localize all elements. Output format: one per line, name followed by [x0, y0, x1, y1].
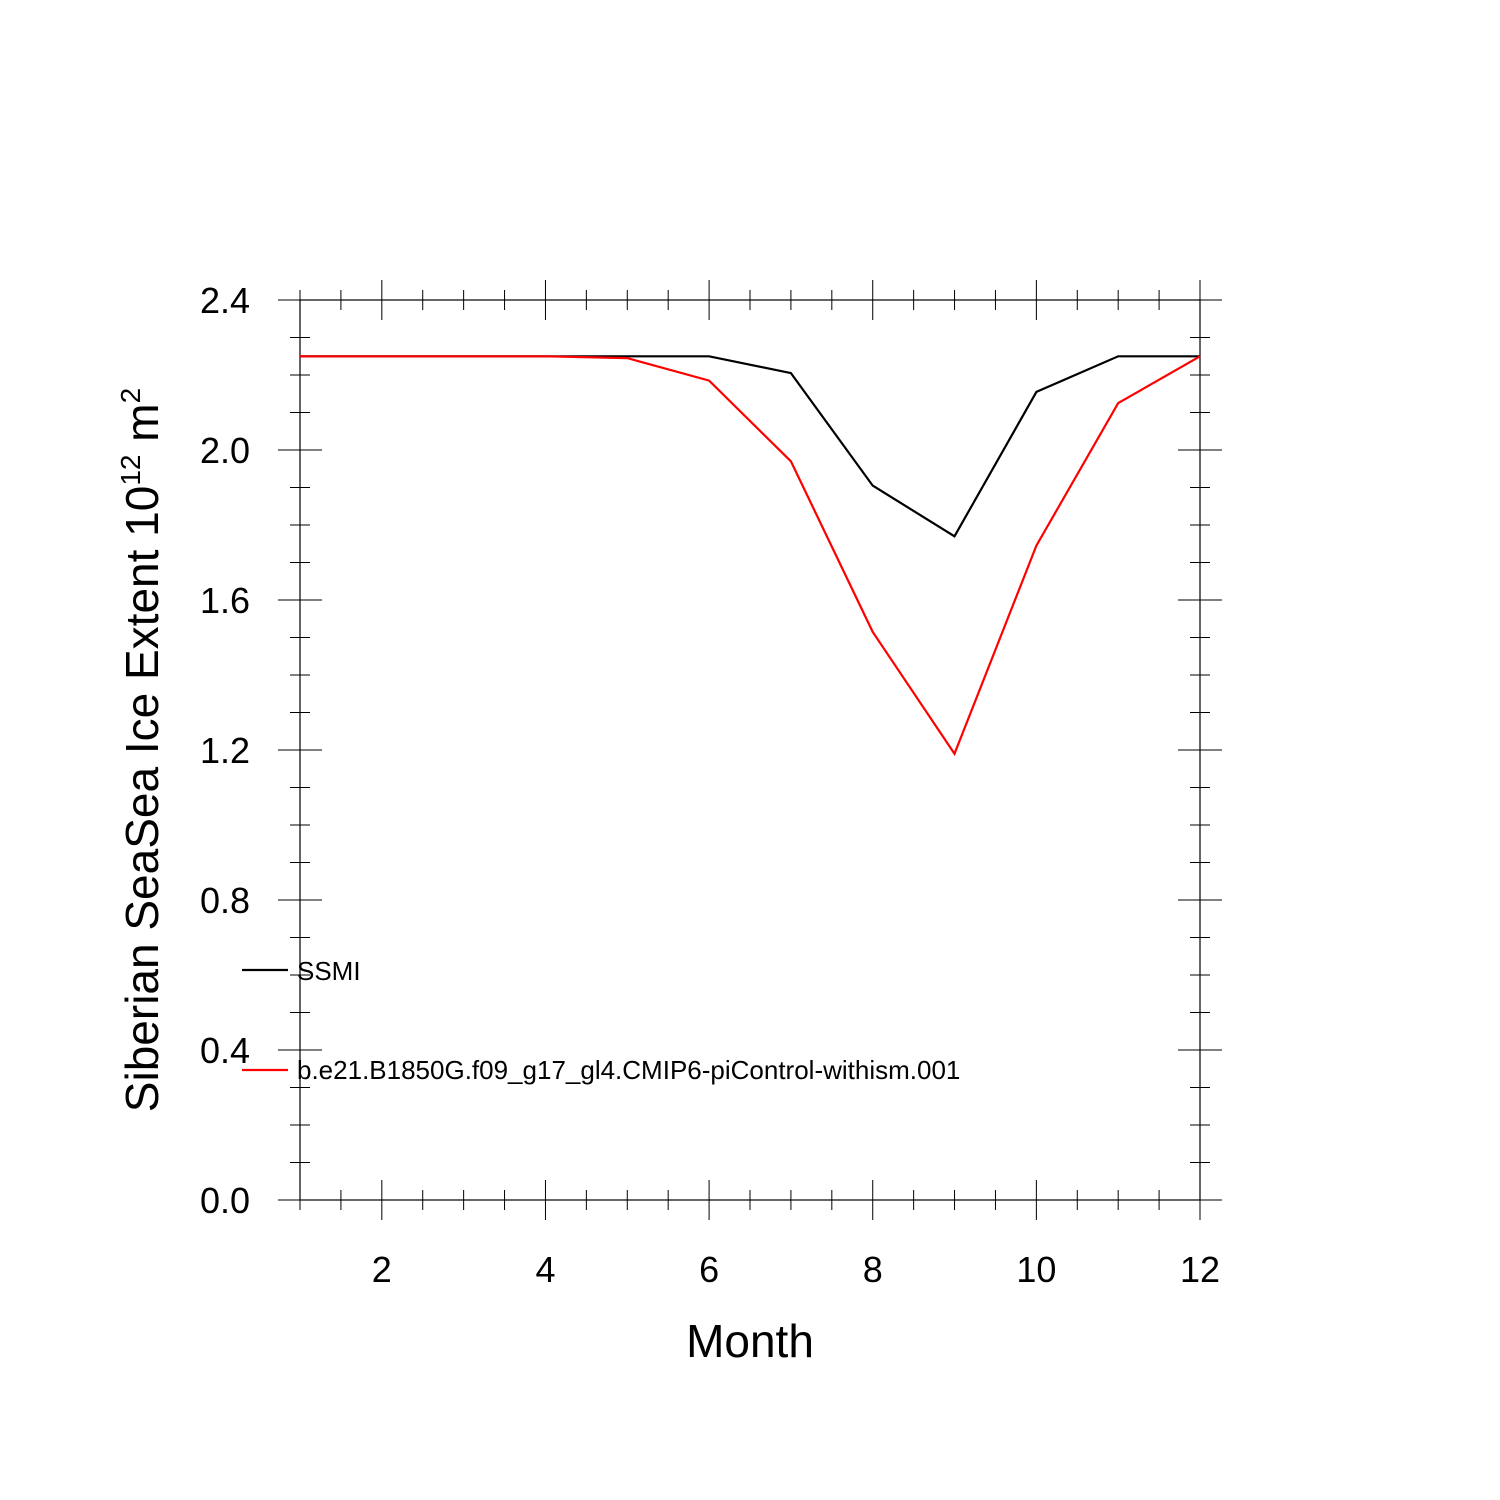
y-axis-title-main: Siberian SeaSea Ice Extent 10	[116, 486, 168, 1113]
y-tick-label: 0.8	[200, 880, 250, 921]
y-axis-title: Siberian SeaSea Ice Extent 1012 m2	[115, 388, 168, 1112]
x-tick-label: 4	[535, 1249, 555, 1290]
y-tick-label: 0.4	[200, 1030, 250, 1071]
x-tick-label: 10	[1016, 1249, 1056, 1290]
x-tick-label: 2	[372, 1249, 392, 1290]
x-axis-title: Month	[686, 1315, 814, 1367]
series-lines	[300, 355, 1201, 757]
legend-label-ssmi: SSMI	[297, 956, 361, 986]
y-tick-label: 0.0	[200, 1180, 250, 1221]
y-tick-label: 1.6	[200, 580, 250, 621]
y-axis-title-unit-exponent: 2	[115, 388, 146, 404]
x-tick-label: 8	[863, 1249, 883, 1290]
x-tick-label: 12	[1180, 1249, 1220, 1290]
legend-label-model: b.e21.B1850G.f09_g17_gl4.CMIP6-piControl…	[297, 1055, 960, 1085]
series-line-model	[300, 355, 1201, 757]
y-tick-label: 2.0	[200, 430, 250, 471]
legend: SSMI b.e21.B1850G.f09_g17_gl4.CMIP6-piCo…	[242, 956, 960, 1085]
x-tick-label: 6	[699, 1249, 719, 1290]
series-line-ssmi	[300, 355, 1200, 538]
tick-labels: 2 4 6 8 10 12 0.0 0.4 0.8 1.2 1.6 2.0 2.4	[200, 280, 1220, 1290]
y-tick-label: 1.2	[200, 730, 250, 771]
y-axis-title-exponent: 12	[115, 455, 146, 486]
y-tick-label: 2.4	[200, 280, 250, 321]
y-axis-title-unit: m	[116, 403, 168, 454]
axis-ticks	[278, 280, 1222, 1220]
